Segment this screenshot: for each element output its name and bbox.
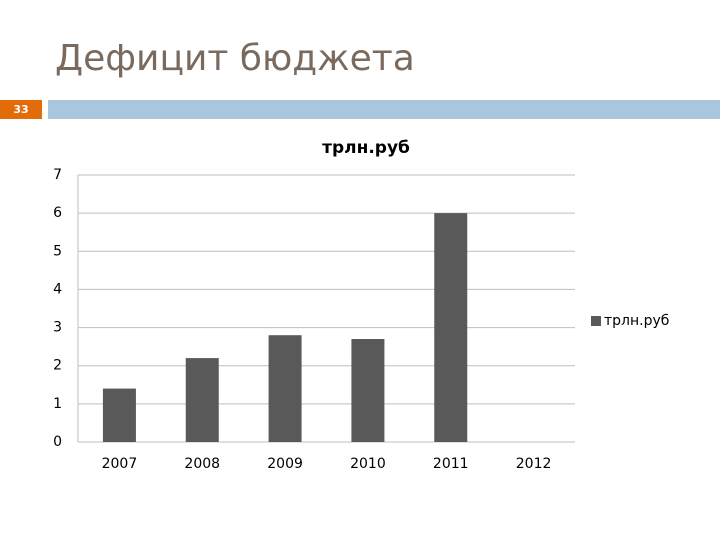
chart-title: трлн.руб bbox=[322, 138, 410, 158]
x-tick-label: 2012 bbox=[516, 456, 552, 472]
bar bbox=[185, 358, 219, 442]
bar bbox=[268, 335, 302, 442]
y-tick-label: 3 bbox=[53, 320, 62, 336]
x-tick-label: 2011 bbox=[433, 456, 469, 472]
y-tick-label: 7 bbox=[53, 167, 62, 183]
y-tick-label: 0 bbox=[53, 434, 62, 450]
y-tick-label: 5 bbox=[53, 243, 62, 259]
y-tick-label: 6 bbox=[53, 205, 62, 221]
number-box bbox=[0, 100, 42, 119]
bar bbox=[351, 339, 385, 442]
x-tick-label: 2007 bbox=[102, 456, 138, 472]
legend-label: трлн.руб bbox=[604, 313, 669, 329]
x-tick-label: 2009 bbox=[267, 456, 303, 472]
x-tick-label: 2008 bbox=[184, 456, 220, 472]
bar bbox=[102, 388, 136, 442]
y-tick-label: 4 bbox=[53, 281, 62, 297]
bar bbox=[434, 213, 468, 442]
header-bar bbox=[48, 100, 720, 119]
slide-number: 33 bbox=[13, 103, 28, 116]
x-tick-label: 2010 bbox=[350, 456, 386, 472]
slide-title: Дефицит бюджета bbox=[55, 38, 415, 79]
y-tick-label: 2 bbox=[53, 358, 62, 374]
y-tick-label: 1 bbox=[53, 396, 62, 412]
legend-swatch bbox=[591, 316, 601, 326]
